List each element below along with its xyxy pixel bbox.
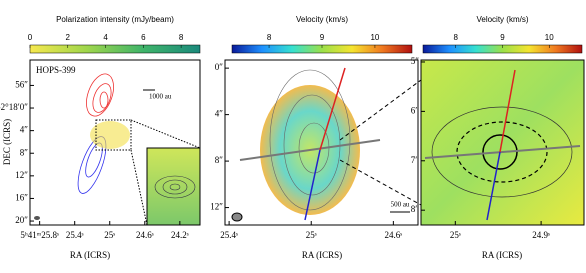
y-tick-label: 8″ bbox=[215, 155, 224, 165]
colorbar-tick-label: 9 bbox=[500, 33, 505, 42]
x-axis-label: RA (ICRS) bbox=[70, 250, 110, 260]
x-tick-label: 25.4ˢ bbox=[220, 230, 238, 240]
colorbar-tick-label: 8 bbox=[179, 33, 184, 42]
colorbar-tick-label: 8 bbox=[454, 33, 459, 42]
x-tick-label: 25ˢ bbox=[450, 230, 461, 240]
x-tick-label: 24.6ˢ bbox=[136, 230, 154, 240]
panel-2-image bbox=[231, 67, 422, 222]
colorbar-title: Velocity (km/s) bbox=[296, 15, 348, 24]
y-tick-label: 56″ bbox=[15, 79, 28, 89]
y-tick-label: 4″ bbox=[20, 125, 29, 135]
y-tick-label: 7″ bbox=[411, 155, 420, 165]
y-tick-label: 12″ bbox=[210, 202, 223, 212]
annotation: HOPS-399 bbox=[36, 65, 76, 75]
x-tick-label: 25.4ˢ bbox=[66, 230, 84, 240]
y-tick-label: 8″ bbox=[20, 147, 29, 157]
x-tick-label: 25ˢ bbox=[104, 230, 115, 240]
colorbar-tick-label: 10 bbox=[545, 33, 554, 42]
y-tick-label: 16″ bbox=[15, 193, 28, 203]
plot-frame bbox=[29, 59, 201, 226]
x-axis-label: RA (ICRS) bbox=[302, 250, 342, 260]
y-tick-label: 12″ bbox=[15, 170, 28, 180]
colorbar bbox=[29, 44, 201, 54]
plot-frame bbox=[224, 59, 419, 226]
scale-label: 500 au bbox=[391, 201, 410, 209]
y-tick-label: 20″ bbox=[15, 215, 28, 225]
x-tick-label: 24.9ˢ bbox=[532, 230, 550, 240]
y-tick-label: -2°18′0″ bbox=[0, 102, 28, 112]
y-axis-label: DEC (ICRS) bbox=[2, 119, 12, 165]
x-axis-label: RA (ICRS) bbox=[482, 250, 522, 260]
x-tick-label: 5ʰ41ᵐ25.8ˢ bbox=[20, 230, 59, 240]
y-tick-label: 5″ bbox=[411, 56, 420, 66]
plot-frame bbox=[420, 59, 585, 226]
colorbar-tick-label: 2 bbox=[66, 33, 71, 42]
x-tick-label: 24.6ˢ bbox=[385, 230, 403, 240]
y-tick-label: 6″ bbox=[411, 105, 420, 115]
y-tick-label: 0″ bbox=[215, 62, 224, 72]
y-tick-label: 8″ bbox=[411, 204, 420, 214]
colorbar-title: Polarization intensity (mJy/beam) bbox=[56, 15, 174, 24]
y-tick-label: 4″ bbox=[215, 109, 224, 119]
scale-label: 1000 au bbox=[149, 93, 172, 101]
x-tick-label: 24.2ˢ bbox=[171, 230, 189, 240]
colorbar-tick-label: 6 bbox=[141, 33, 146, 42]
panel-3-image bbox=[421, 60, 584, 225]
colorbar-tick-label: 8 bbox=[267, 33, 272, 42]
colorbar-tick-label: 10 bbox=[370, 33, 379, 42]
colorbar-tick-label: 4 bbox=[103, 33, 108, 42]
x-tick-label: 25ˢ bbox=[306, 230, 317, 240]
colorbar-tick-label: 0 bbox=[28, 33, 33, 42]
colorbar-title: Velocity (km/s) bbox=[476, 15, 528, 24]
colorbar-tick-label: 9 bbox=[320, 33, 325, 42]
panel-1-image bbox=[34, 73, 201, 226]
